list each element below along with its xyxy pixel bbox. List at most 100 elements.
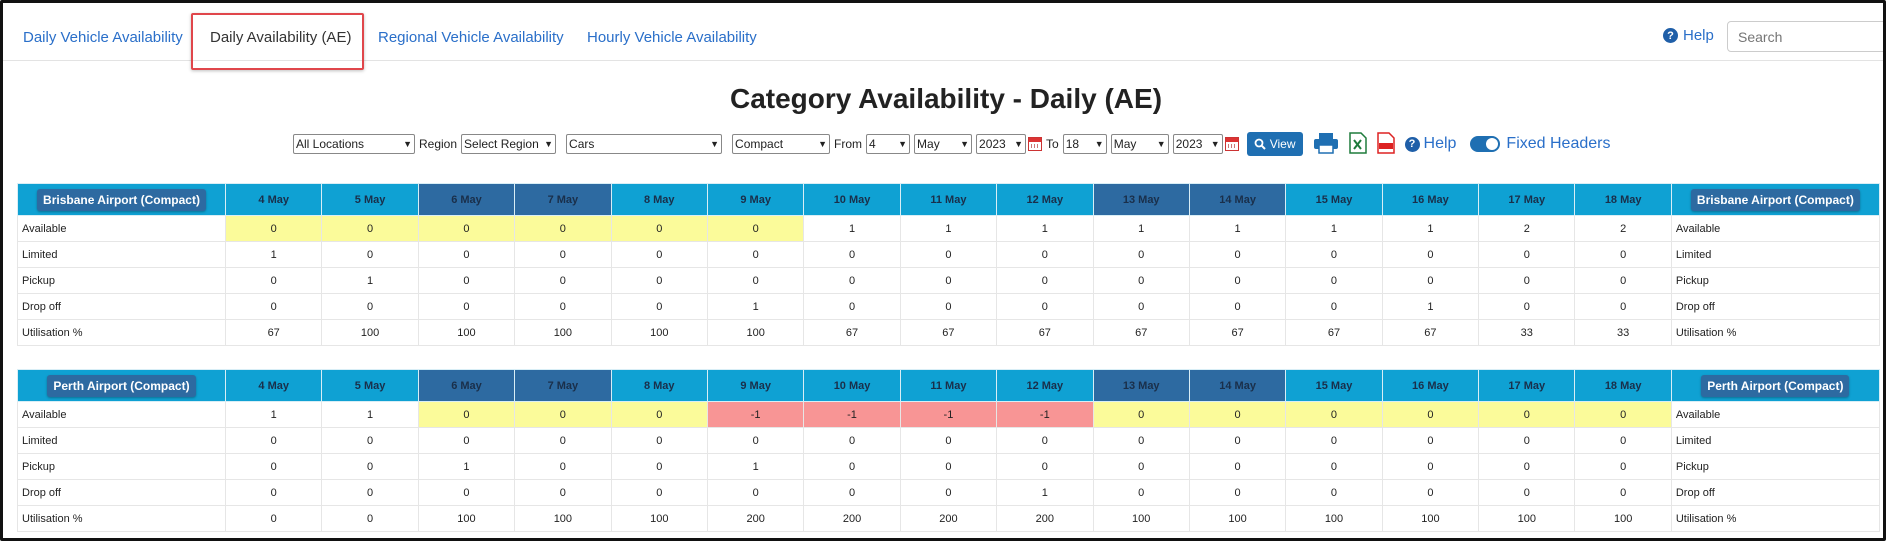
pdf-export-icon[interactable]	[1376, 131, 1395, 157]
table-cell: 1	[706, 293, 805, 320]
print-icon[interactable]	[1313, 132, 1339, 157]
tab-regional-vehicle-availability[interactable]: Regional Vehicle Availability	[378, 29, 564, 46]
location-badge[interactable]: Brisbane Airport (Compact)	[37, 188, 206, 211]
row-label: Pickup	[17, 267, 226, 294]
view-button[interactable]: View	[1246, 132, 1303, 156]
table-cell: 0	[1188, 267, 1287, 294]
tab-hourly-vehicle-availability[interactable]: Hourly Vehicle Availability	[587, 29, 757, 46]
from-day-select[interactable]: 4 ▼	[866, 134, 911, 154]
table-cell: 67	[996, 319, 1094, 346]
help-link-filters[interactable]: ? Help	[1404, 135, 1456, 153]
row-label: Pickup	[17, 453, 226, 480]
table-cell: 0	[610, 479, 708, 506]
help-link-top[interactable]: ? Help	[1663, 27, 1714, 44]
table-cell: 0	[1381, 479, 1480, 506]
category-select[interactable]: Compact ▼	[732, 134, 831, 154]
table-cell: 1	[417, 453, 516, 480]
to-year-select[interactable]: 2023 ▼	[1172, 134, 1223, 154]
table-cell: 0	[1574, 293, 1672, 320]
chevron-down-icon: ▼	[710, 139, 720, 149]
table-cell: 0	[1092, 401, 1190, 428]
table-cell: 0	[1478, 401, 1576, 428]
tab-daily-availability-ae[interactable]: Daily Availability (AE)	[210, 29, 352, 46]
table-cell: 0	[803, 293, 901, 320]
table-cell: 1	[803, 215, 901, 242]
table-cell: 0	[321, 453, 419, 480]
from-year-select[interactable]: 2023 ▼	[976, 134, 1027, 154]
table-cell: 67	[1188, 319, 1287, 346]
table-cell: 0	[1381, 267, 1480, 294]
table-cell: 0	[706, 215, 805, 242]
table-cell: 0	[417, 293, 516, 320]
top-nav: Daily Vehicle Availability Daily Availab…	[3, 3, 1883, 61]
table-cell: 0	[1188, 401, 1287, 428]
table-cell: 67	[899, 319, 998, 346]
help-icon: ?	[1663, 28, 1678, 43]
table-cell: 0	[1285, 479, 1383, 506]
table-cell: 0	[1574, 453, 1672, 480]
date-header: 16 May	[1381, 183, 1480, 216]
table-cell: 0	[1574, 479, 1672, 506]
table-cell: 0	[1285, 293, 1383, 320]
to-day-select[interactable]: 18 ▼	[1062, 134, 1107, 154]
table-cell: 0	[706, 427, 805, 454]
date-header: 15 May	[1285, 183, 1383, 216]
table-cell: 0	[514, 479, 612, 506]
row-label: Utilisation %	[17, 319, 226, 346]
from-month-select[interactable]: May ▼	[914, 134, 973, 154]
table-cell: -1	[899, 401, 998, 428]
row-label: Drop off	[1670, 293, 1880, 320]
excel-export-icon[interactable]	[1348, 131, 1367, 157]
location-badge[interactable]: Perth Airport (Compact)	[47, 374, 196, 397]
chevron-down-icon: ▼	[818, 139, 828, 149]
table-row: Drop off 0 0 0 0 0 1 0 0 0 0 0 0 1 0 0 Drop off	[17, 293, 1880, 320]
tab-daily-vehicle-availability[interactable]: Daily Vehicle Availability	[23, 29, 183, 46]
region-label: Region	[419, 137, 458, 151]
table-cell: 0	[321, 241, 419, 268]
vehicle-type-select[interactable]: Cars ▼	[566, 134, 723, 154]
calendar-icon[interactable]	[1224, 137, 1239, 151]
fixed-headers-toggle[interactable]	[1470, 136, 1501, 152]
table-cell: 0	[803, 427, 901, 454]
row-label: Limited	[1670, 427, 1880, 454]
table-cell: 0	[514, 241, 612, 268]
table-cell: 0	[1478, 267, 1576, 294]
table-cell: 0	[899, 241, 998, 268]
search-input[interactable]	[1727, 21, 1883, 52]
chevron-down-icon: ▼	[403, 139, 412, 149]
table-cell: 0	[996, 293, 1094, 320]
table-cell: 0	[224, 479, 323, 506]
date-header: 6 May	[417, 183, 516, 216]
to-month-select[interactable]: May ▼	[1110, 134, 1169, 154]
date-header: 4 May	[224, 369, 323, 402]
location-badge[interactable]: Brisbane Airport (Compact)	[1690, 188, 1860, 211]
table-cell: 100	[1285, 505, 1383, 532]
date-header: 10 May	[803, 369, 901, 402]
region-select[interactable]: Select Region ▼	[461, 134, 557, 154]
row-label: Drop off	[17, 293, 226, 320]
table-cell: 0	[1092, 267, 1190, 294]
table-cell: 0	[514, 267, 612, 294]
location-badge[interactable]: Perth Airport (Compact)	[1701, 374, 1850, 397]
date-header: 18 May	[1574, 183, 1672, 216]
table-row: Available 0 0 0 0 0 0 1 1 1 1 1 1 1 2 2 Available	[17, 215, 1880, 242]
table-cell: 0	[321, 505, 419, 532]
table-cell: -1	[706, 401, 805, 428]
table-cell: 100	[417, 505, 516, 532]
calendar-icon[interactable]	[1028, 137, 1043, 151]
table-cell: 0	[514, 215, 612, 242]
date-header: 18 May	[1574, 369, 1672, 402]
table-cell: 0	[610, 215, 708, 242]
table-cell: 0	[1285, 427, 1383, 454]
table-cell: 0	[1381, 427, 1480, 454]
table-cell: 100	[706, 319, 805, 346]
table-row: Pickup 0 1 0 0 0 0 0 0 0 0 0 0 0 0 0 Pickup	[17, 267, 1880, 294]
table-cell: 200	[706, 505, 805, 532]
table-cell: 0	[706, 267, 805, 294]
location-select[interactable]: All Locations ▼	[293, 134, 415, 154]
row-label: Utilisation %	[1670, 319, 1880, 346]
date-header: 9 May	[706, 183, 805, 216]
table-cell: 0	[610, 453, 708, 480]
table-cell: 0	[321, 215, 419, 242]
table-row: Drop off 0 0 0 0 0 0 0 0 1 0 0 0 0 0 0 Drop off	[17, 479, 1880, 506]
